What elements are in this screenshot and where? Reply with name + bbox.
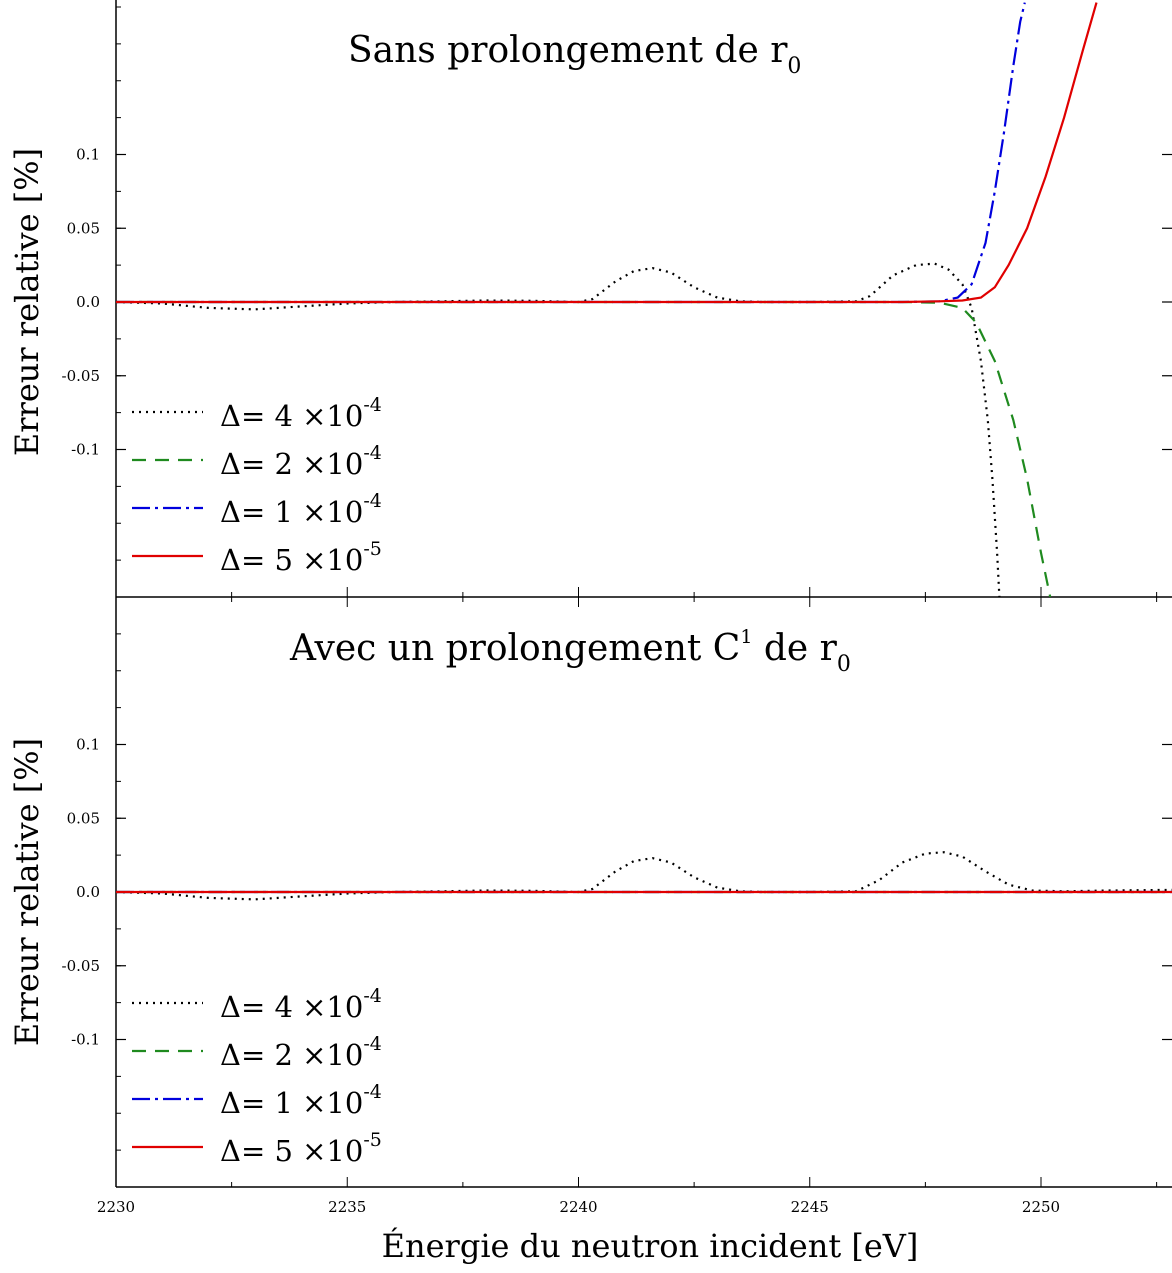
y-tick-label: -0.05 <box>62 957 100 975</box>
x-axis-label: Énergie du neutron incident [eV] <box>382 1227 919 1265</box>
y-tick-label: 0.1 <box>76 146 100 164</box>
top-panel-title: Sans prolongement de r0 <box>348 30 801 79</box>
legend-label-3: Δ= 1 ×10-4 <box>220 1081 382 1120</box>
y-tick-label: -0.1 <box>71 1031 100 1049</box>
bottom-panel-ticks: 0.1 0.05 0.0 -0.05 -0.1 2230 2235 2240 2245 2250 <box>62 633 1172 1216</box>
x-tick-label: 2230 <box>97 1198 135 1216</box>
y-tick-label: -0.05 <box>62 367 100 385</box>
bottom-panel-legend: Δ= 4 ×10-4 Δ= 2 ×10-4 Δ= 1 ×10-4 Δ= 5 ×10-5 <box>132 985 382 1168</box>
x-tick-label: 2235 <box>328 1198 366 1216</box>
y-tick-label: 0.0 <box>76 883 100 901</box>
legend-label-3: Δ= 1 ×10-4 <box>220 490 382 529</box>
y-tick-label: -0.1 <box>71 441 100 459</box>
legend-label-1: Δ= 4 ×10-4 <box>220 394 382 433</box>
y-tick-label: 0.1 <box>76 736 100 754</box>
legend-label-1: Δ= 4 ×10-4 <box>220 985 382 1024</box>
top-panel-curves <box>116 2 1098 597</box>
y-tick-label: 0.0 <box>76 293 100 311</box>
x-tick-label: 2250 <box>1022 1198 1060 1216</box>
bottom-panel-curves <box>116 851 1172 901</box>
legend-label-4: Δ= 5 ×10-5 <box>220 1129 382 1168</box>
x-tick-label: 2240 <box>559 1198 597 1216</box>
top-panel-legend: Δ= 4 ×10-4 Δ= 2 ×10-4 Δ= 1 ×10-4 Δ= 5 ×10-5 <box>132 394 382 577</box>
top-panel-ylabel: Erreur relative [%] <box>8 148 46 456</box>
legend-label-4: Δ= 5 ×10-5 <box>220 538 382 577</box>
top-panel: 0.1 0.05 0.0 -0.05 -0.1 Sans prolongement de… <box>8 0 1172 607</box>
bottom-panel-title: Avec un prolongement C1 de r0 <box>289 626 851 677</box>
y-tick-label: 0.05 <box>67 809 100 827</box>
top-panel-ticks: 0.1 0.05 0.0 -0.05 -0.1 <box>62 6 1172 607</box>
legend-label-2: Δ= 2 ×10-4 <box>220 442 382 481</box>
series-line-4 <box>116 2 1098 304</box>
bottom-panel-ylabel: Erreur relative [%] <box>8 738 46 1046</box>
x-tick-label: 2245 <box>791 1198 829 1216</box>
legend-label-2: Δ= 2 ×10-4 <box>220 1033 382 1072</box>
y-tick-label: 0.05 <box>67 219 100 237</box>
